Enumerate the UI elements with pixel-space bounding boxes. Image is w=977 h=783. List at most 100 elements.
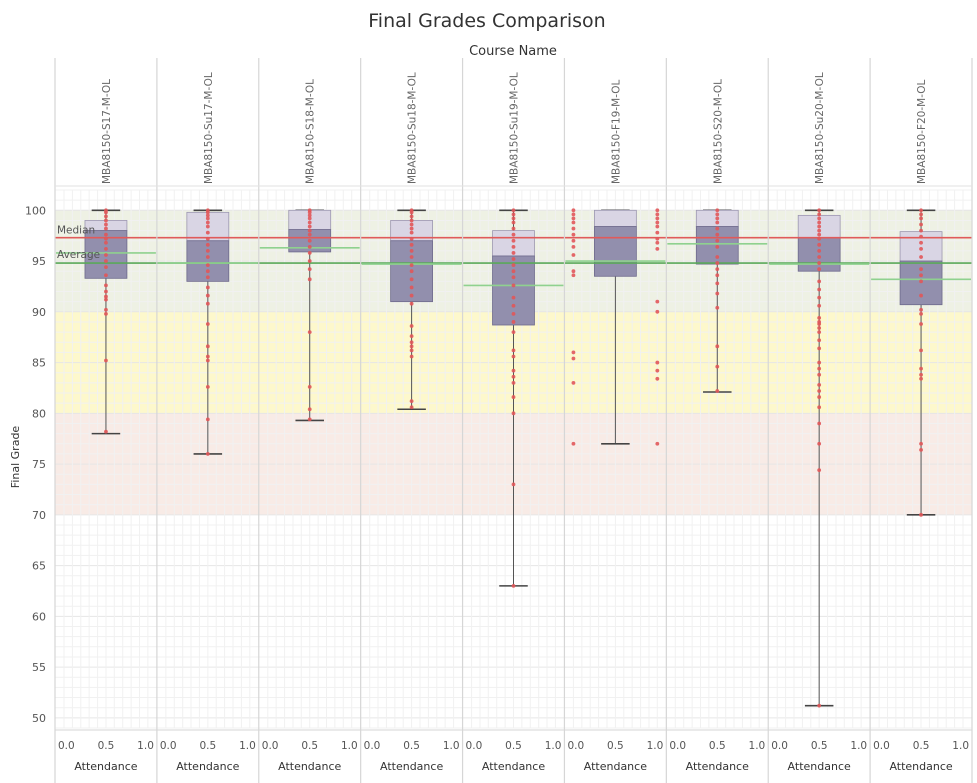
course-column-header: MBA8150-Su20-M-OL xyxy=(814,72,826,184)
x-tick-label: 1.0 xyxy=(952,740,969,752)
y-tick-label: 75 xyxy=(32,458,46,471)
grade-point xyxy=(205,236,210,241)
grade-point xyxy=(104,246,108,251)
grade-point xyxy=(409,277,414,282)
box-lower xyxy=(186,240,230,282)
grade-point xyxy=(307,220,312,225)
grade-point xyxy=(817,295,822,300)
grade-point xyxy=(511,208,516,213)
grade-point xyxy=(571,244,576,249)
grade-point xyxy=(715,220,720,225)
grade-point xyxy=(409,344,414,349)
grade-point xyxy=(655,299,660,304)
grade-point xyxy=(205,358,210,363)
grade-point xyxy=(919,273,923,278)
grade-point xyxy=(205,255,210,259)
course-column-header: MBA8150-Su19-M-OL xyxy=(509,72,521,184)
course-column-header: MBA8150-F19-M-OL xyxy=(610,79,622,184)
grade-point xyxy=(715,226,720,231)
grade-point xyxy=(104,283,108,288)
grade-point xyxy=(571,356,576,361)
course-column-header: MBA8150-F20-M-OL xyxy=(916,79,928,184)
grade-point xyxy=(715,281,720,286)
y-tick-label: 70 xyxy=(32,509,46,522)
x-axis-label: Attendance xyxy=(74,760,137,773)
grade-point xyxy=(511,368,516,373)
grade-point xyxy=(511,295,516,300)
grade-point xyxy=(655,230,660,235)
grade-point xyxy=(205,213,210,218)
x-tick-label: 0.5 xyxy=(913,740,930,752)
grade-point xyxy=(511,216,516,221)
column-axis-title: Course Name xyxy=(469,44,557,59)
grade-point xyxy=(817,316,822,320)
median-reference-label: Median xyxy=(57,225,95,237)
grade-point xyxy=(919,366,923,371)
grade-point xyxy=(307,213,312,218)
grade-point xyxy=(817,216,822,221)
grade-point xyxy=(817,303,822,308)
grade-point xyxy=(409,210,414,215)
grade-point xyxy=(715,238,720,243)
grade-point xyxy=(511,244,516,249)
grade-point xyxy=(571,208,576,213)
y-tick-label: 55 xyxy=(32,661,46,674)
grade-point xyxy=(919,240,923,245)
grade-point xyxy=(409,399,414,404)
grade-point xyxy=(409,236,414,241)
grade-point xyxy=(571,226,576,231)
grade-point xyxy=(104,294,108,299)
grade-point xyxy=(715,244,720,249)
grade-point xyxy=(307,216,312,221)
grade-point xyxy=(205,263,210,268)
grade-point xyxy=(409,334,414,339)
grade-point xyxy=(919,234,923,239)
grade-point xyxy=(511,232,516,237)
grade-point xyxy=(655,441,660,446)
grade-point xyxy=(511,303,516,308)
grade-point xyxy=(205,249,210,253)
grade-point xyxy=(104,236,108,241)
grade-point xyxy=(511,251,516,255)
y-tick-label: 60 xyxy=(32,610,46,623)
grade-point xyxy=(409,263,414,268)
grade-point xyxy=(571,441,576,446)
grade-point xyxy=(817,261,822,265)
grade-point xyxy=(104,358,108,363)
grade-point xyxy=(511,354,516,359)
grade-point xyxy=(511,226,516,231)
x-tick-label: 1.0 xyxy=(137,740,154,752)
grade-point xyxy=(817,421,822,426)
grade-point xyxy=(715,389,720,393)
grade-point xyxy=(571,253,576,257)
grade-point xyxy=(104,253,108,257)
x-axis-label: Attendance xyxy=(788,760,851,773)
grade-point xyxy=(571,269,576,274)
grade-point xyxy=(205,417,210,422)
grade-point xyxy=(307,330,312,335)
grade-point xyxy=(919,246,923,251)
grade-point xyxy=(655,220,660,225)
grade-point xyxy=(817,267,822,272)
grade-point xyxy=(511,411,516,416)
grade-point xyxy=(511,311,516,316)
grade-point xyxy=(919,255,923,259)
course-column-header: MBA8150-S18-M-OL xyxy=(305,79,317,184)
grade-point xyxy=(571,212,576,217)
grade-point xyxy=(307,417,312,422)
grade-point xyxy=(205,354,210,359)
grade-point xyxy=(307,267,312,272)
grade-point xyxy=(919,441,923,446)
grade-point xyxy=(205,301,210,306)
x-tick-label: 0.5 xyxy=(98,740,115,752)
grade-point xyxy=(205,322,210,326)
grade-point xyxy=(409,249,414,253)
grade-point xyxy=(919,311,923,316)
grade-point xyxy=(571,238,576,243)
grade-point xyxy=(817,279,822,284)
grade-point xyxy=(919,208,923,213)
grade-point xyxy=(307,224,312,229)
x-axis-label: Attendance xyxy=(278,760,341,773)
grade-point xyxy=(655,360,660,365)
grade-point xyxy=(511,380,516,385)
